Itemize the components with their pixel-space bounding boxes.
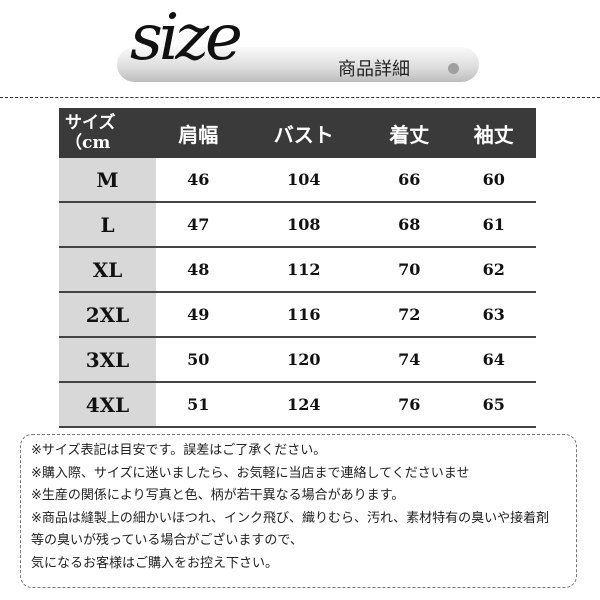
measurement-cell: 61 — [451, 202, 536, 248]
measurement-cell: 112 — [240, 247, 368, 293]
measurement-cell: 72 — [367, 292, 452, 338]
size-column-header: サイズ （cm — [59, 108, 156, 158]
size-cell: 4XL — [59, 382, 156, 428]
measurement-cell: 68 — [367, 202, 452, 248]
table-row: 4XL 51 124 76 65 — [59, 382, 536, 428]
measurement-cell: 120 — [240, 337, 368, 383]
size-cell: L — [59, 202, 156, 248]
notes-box: ※サイズ表記は目安です。誤差はご了承ください。 ※購入際、サイズに迷いましたら、… — [20, 434, 577, 588]
measurement-cell: 50 — [156, 337, 241, 383]
note-line: 気になるお客様はご購入をお控え下さい。 — [31, 555, 279, 571]
note-line: ※サイズ表記は目安です。誤差はご了承ください。 — [31, 443, 327, 458]
measurement-cell: 46 — [156, 158, 241, 203]
size-cell: M — [59, 158, 156, 203]
table-row: XL 48 112 70 62 — [59, 247, 536, 293]
size-cell: 2XL — [59, 292, 156, 338]
measurement-cell: 62 — [451, 247, 536, 293]
measurement-cell: 48 — [156, 247, 241, 293]
size-logo: size — [130, 1, 243, 75]
table-row: M 46 104 66 60 — [59, 158, 536, 203]
size-header-label: サイズ — [65, 113, 116, 133]
dot-icon — [448, 63, 459, 74]
measurement-cell: 64 — [451, 337, 536, 383]
column-header: 袖丈 — [451, 108, 536, 158]
measurement-cell: 124 — [240, 382, 368, 428]
table-row: 2XL 49 116 72 63 — [59, 292, 536, 338]
measurement-cell: 116 — [240, 292, 368, 338]
column-header: バスト — [240, 108, 368, 158]
table-header-row: サイズ （cm 肩幅 バスト 着丈 袖丈 — [59, 108, 536, 158]
note-line: ※生産の関係により写真と色、柄が若干異なる場合があります。 — [31, 488, 405, 503]
size-cell: 3XL — [59, 337, 156, 383]
dashed-divider — [0, 97, 600, 98]
table-row: 3XL 50 120 74 64 — [59, 337, 536, 383]
measurement-cell: 74 — [367, 337, 452, 383]
note-line: ※商品は縫製上の細かいほつれ、インク飛び、織りむら、汚れ、素材特有の臭いや接着剤 — [31, 510, 550, 526]
section-subtitle: 商品詳細 — [338, 59, 410, 80]
measurement-cell: 60 — [451, 158, 536, 203]
title-banner — [117, 47, 479, 82]
size-cell: XL — [59, 247, 156, 293]
note-line: ※購入際、サイズに迷いましたら、お気軽に当店まで連絡してくださいませ — [31, 465, 470, 481]
measurement-cell: 108 — [240, 202, 368, 248]
measurement-cell: 47 — [156, 202, 241, 248]
measurement-cell: 63 — [451, 292, 536, 338]
size-table: サイズ （cm 肩幅 バスト 着丈 袖丈 M 46 104 66 60 L 47 108 68 61… — [59, 108, 536, 428]
column-header: 着丈 — [367, 108, 452, 158]
measurement-cell: 76 — [367, 382, 452, 428]
column-header: 肩幅 — [156, 108, 241, 158]
measurement-cell: 66 — [367, 158, 452, 203]
note-line: 等の臭いが残っている場合がございますので、 — [31, 533, 303, 548]
measurement-cell: 51 — [156, 382, 241, 428]
unit-label: （cm — [65, 133, 111, 153]
table-row: L 47 108 68 61 — [59, 202, 536, 248]
measurement-cell: 65 — [451, 382, 536, 428]
measurement-cell: 104 — [240, 158, 368, 203]
measurement-cell: 70 — [367, 247, 452, 293]
measurement-cell: 49 — [156, 292, 241, 338]
